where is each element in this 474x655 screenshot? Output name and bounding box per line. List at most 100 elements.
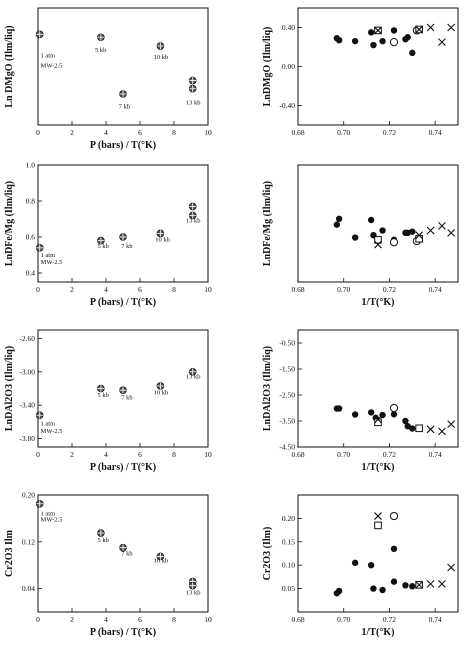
x-axis-label: 1/T(°K) <box>362 462 395 473</box>
y-tick-label: -3.80 <box>19 434 35 443</box>
x-tick-label: 0 <box>36 285 40 294</box>
x-tick-label: 8 <box>172 615 176 624</box>
plot-frame <box>297 7 459 126</box>
y-tick-label: 0.10 <box>282 561 295 570</box>
x-tick-label: 0.70 <box>337 128 350 137</box>
x-tick-label: 8 <box>172 128 176 137</box>
point-annotation: 7 kb <box>121 243 132 250</box>
y-tick-label: -2.60 <box>19 334 35 343</box>
x-tick-label: 0.74 <box>429 128 442 137</box>
data-point-cross <box>97 385 105 392</box>
plot-frame <box>37 494 209 613</box>
data-point <box>402 417 409 425</box>
data-point <box>447 563 456 572</box>
plot-frame <box>297 329 459 448</box>
data-point-cross <box>189 368 197 376</box>
point-annotation: 7 kb <box>121 394 132 401</box>
data-point <box>374 512 382 520</box>
x-tick-label: 2 <box>70 450 74 459</box>
y-tick-label: -3.40 <box>19 401 35 410</box>
x-tick-label: 0 <box>36 615 40 624</box>
data-point <box>390 578 398 585</box>
y-tick-label: -3.50 <box>279 417 295 426</box>
x-tick-label: 0 <box>36 450 40 459</box>
data-point <box>389 38 399 47</box>
data-point-cross <box>157 553 164 560</box>
x-tick-label: 0.72 <box>383 128 396 137</box>
data-point <box>409 228 416 235</box>
data-point-cross <box>119 90 127 98</box>
x-axis-label: P (bars) / T(°K) <box>90 140 156 151</box>
x-tick-label: 2 <box>70 285 74 294</box>
y-tick-label: -4.50 <box>279 443 295 452</box>
point-annotation: 1 atm <box>41 510 56 517</box>
data-point <box>402 582 409 589</box>
x-tick-label: 0.72 <box>383 450 396 459</box>
y-axis-label: Cr2O3 (Ilm) <box>262 527 273 581</box>
data-point <box>447 23 456 32</box>
x-tick-label: 2 <box>70 128 74 137</box>
data-point <box>370 585 377 592</box>
data-point <box>389 238 399 247</box>
data-point <box>409 583 416 590</box>
x-axis-label: P (bars) / T(°K) <box>90 297 156 308</box>
plot-frame <box>37 164 209 283</box>
point-annotation: MW-2.5 <box>41 516 63 523</box>
y-axis-label: Cr2O3 Ilm <box>4 529 15 577</box>
data-point <box>379 37 386 45</box>
data-point <box>367 216 375 224</box>
x-tick-label: 0.72 <box>383 285 396 294</box>
data-point <box>415 424 423 433</box>
x-tick-label: 4 <box>104 128 108 137</box>
chart-panel-2: 0.68 0.70 0.72 0.74 0.40 0.00 -0.40 LnDMgO (Ilm… <box>262 7 459 137</box>
point-annotation: 1 atm <box>41 420 56 427</box>
data-point <box>447 420 456 429</box>
x-tick-label: 0.70 <box>337 450 350 459</box>
y-axis-label: LnDFe/Mg (Ilm/liq) <box>4 181 15 266</box>
point-annotation: 10 kb <box>154 557 169 564</box>
x-axis-label: P (bars) / T(°K) <box>90 627 156 638</box>
data-point-cross <box>119 544 127 552</box>
data-point <box>379 586 386 594</box>
data-point <box>367 409 375 416</box>
data-point <box>374 240 382 249</box>
y-axis-label: LnDMgO (Ilm/liq) <box>262 27 273 107</box>
y-tick-label: -0.40 <box>279 101 295 110</box>
x-tick-label: 8 <box>172 450 176 459</box>
data-point <box>351 37 359 45</box>
data-point <box>438 427 446 436</box>
point-annotation: MW-2.5 <box>41 63 63 70</box>
data-point <box>390 27 398 34</box>
x-tick-label: 8 <box>172 285 176 294</box>
data-point-cross <box>157 230 164 237</box>
x-tick-label: 6 <box>138 450 142 459</box>
point-annotation: 10 kb <box>155 237 170 244</box>
plot-frame <box>37 329 209 448</box>
data-point <box>438 38 446 47</box>
data-point <box>415 580 424 589</box>
data-point <box>367 562 375 569</box>
data-point-cross <box>97 529 105 537</box>
x-tick-label: 6 <box>138 128 142 137</box>
data-point <box>447 228 456 237</box>
data-point <box>409 425 416 432</box>
y-axis-label: LnDAl2O3 (Ilm/liq) <box>4 346 15 431</box>
x-tick-label: 6 <box>138 615 142 624</box>
data-point-cross <box>119 386 127 394</box>
x-tick-label: 0.68 <box>291 450 304 459</box>
chart-panel-3: 0 2 4 6 8 10 1.0 0.8 0.6 0.4 P (bars) / T(°K) LnDFe… <box>4 161 212 309</box>
data-point <box>351 234 359 241</box>
chart-panel-8: 0.68 0.70 0.72 0.74 0.20 0.15 0.10 0.05 1/T(°K) C… <box>262 494 459 638</box>
data-point <box>335 405 343 412</box>
point-annotation: 13 kb <box>186 589 201 596</box>
x-tick-label: 10 <box>204 615 212 624</box>
point-annotation: 13 kb <box>186 218 201 225</box>
point-annotation: MW-2.5 <box>41 259 63 266</box>
y-tick-label: -3.00 <box>19 367 35 376</box>
x-tick-label: 4 <box>104 450 108 459</box>
y-tick-label: 0.6 <box>26 233 36 242</box>
y-tick-label: 0.04 <box>22 584 35 593</box>
data-point <box>390 411 398 418</box>
point-annotation: 5 kb <box>98 392 109 399</box>
y-tick-label: 0.12 <box>22 537 35 546</box>
